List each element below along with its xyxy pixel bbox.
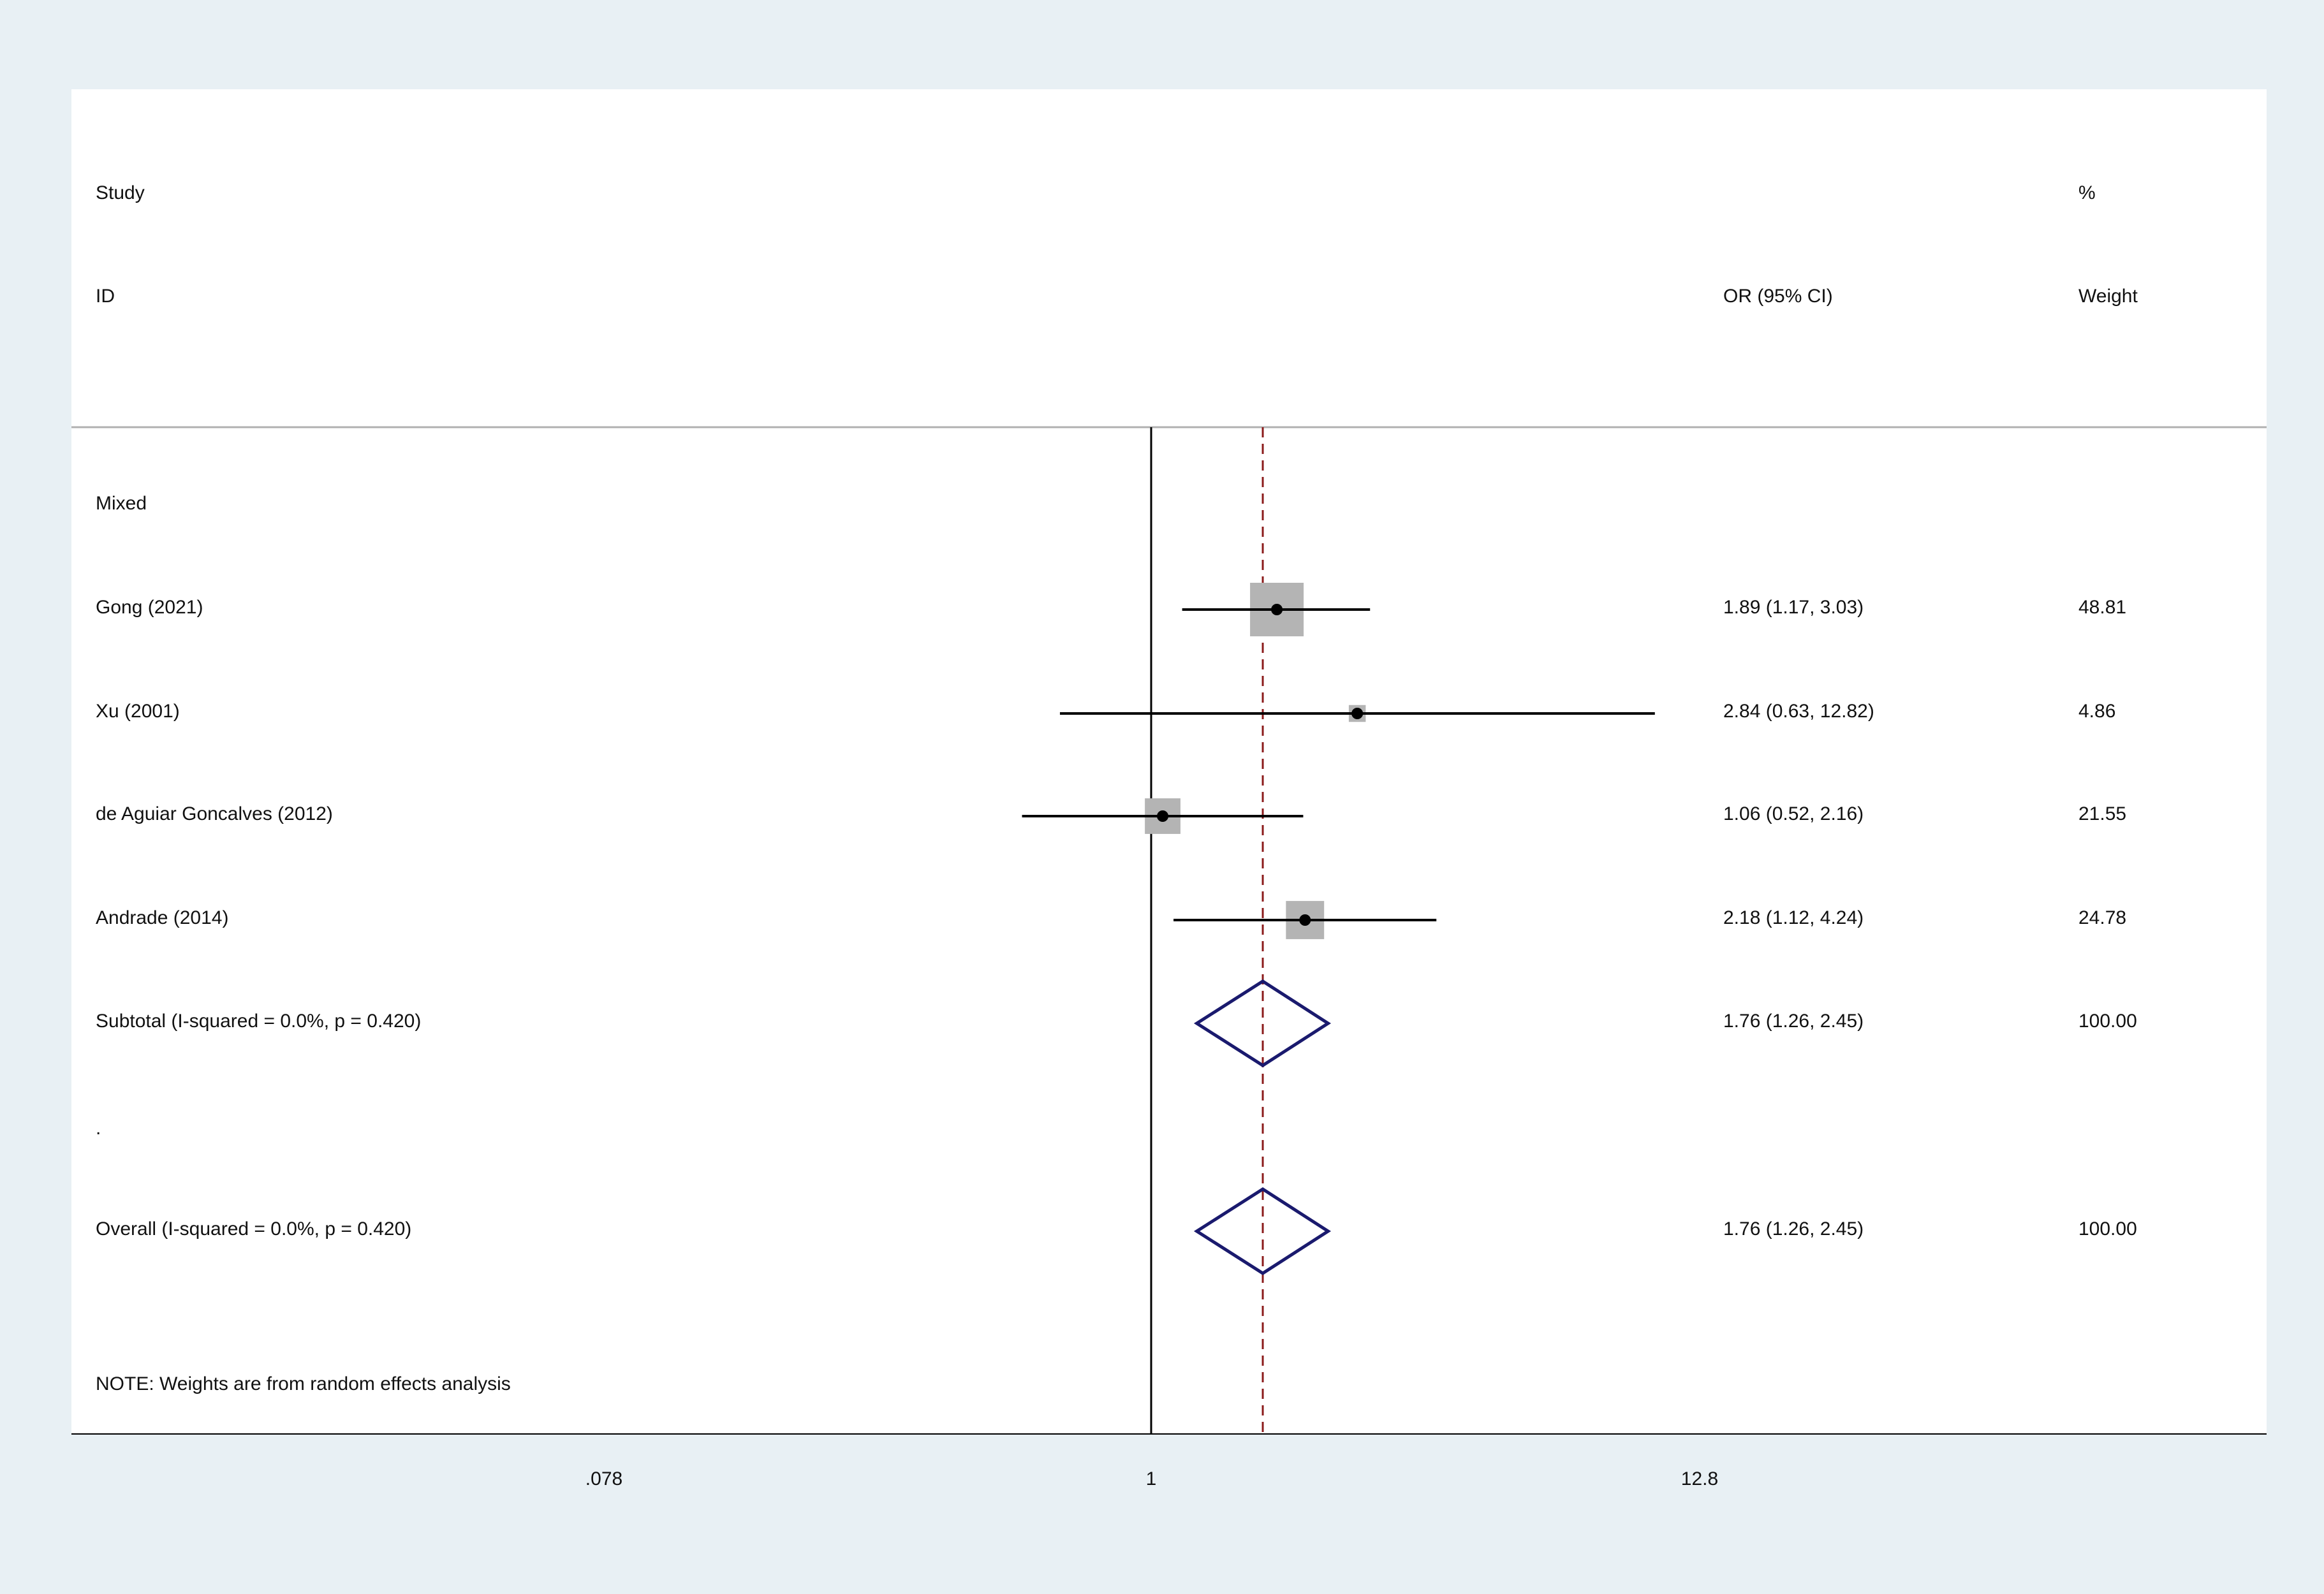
study-weight: 24.78 xyxy=(2078,907,2127,928)
point-estimate xyxy=(1299,914,1311,926)
x-tick-label: 1 xyxy=(1145,1468,1157,1489)
x-tick-label: 12.8 xyxy=(1680,1468,1719,1489)
overall-diamond xyxy=(1193,1187,1332,1275)
point-estimate xyxy=(1351,708,1364,719)
header-id: ID xyxy=(96,286,115,307)
study-or-ci: 2.18 (1.12, 4.24) xyxy=(1723,907,1864,928)
study-id: Gong (2021) xyxy=(96,597,203,618)
note: NOTE: Weights are from random effects an… xyxy=(96,1373,511,1394)
study-or-ci: 1.89 (1.17, 3.03) xyxy=(1723,597,1864,618)
header-or-ci: OR (95% CI) xyxy=(1723,286,1833,307)
subtotal-diamond xyxy=(1193,979,1332,1067)
study-id: de Aguiar Goncalves (2012) xyxy=(96,803,333,824)
point-estimate xyxy=(1271,604,1283,615)
study-or-ci: 2.84 (0.63, 12.82) xyxy=(1723,701,1874,722)
point-estimate xyxy=(1157,810,1169,822)
forest-plot-panel: Study ID OR (95% CI) % Weight Mixed Gong… xyxy=(71,89,2267,1489)
subtotal-label: Subtotal (I-squared = 0.0%, p = 0.420) xyxy=(96,1011,422,1032)
study-weight: 21.55 xyxy=(2078,803,2127,824)
study-or-ci: 1.06 (0.52, 2.16) xyxy=(1723,803,1864,824)
study-id: Andrade (2014) xyxy=(96,907,229,928)
header-percent: % xyxy=(2078,182,2096,203)
header-study: Study xyxy=(96,182,145,203)
x-tick-label: .078 xyxy=(585,1468,623,1489)
overall-label: Overall (I-squared = 0.0%, p = 0.420) xyxy=(96,1218,412,1239)
subgroup-label: Mixed xyxy=(96,493,147,514)
study-id: Xu (2001) xyxy=(96,701,180,722)
forest-plot xyxy=(71,426,2267,1435)
overall-or-ci: 1.76 (1.26, 2.45) xyxy=(1723,1218,1864,1239)
overall-weight: 100.00 xyxy=(2078,1218,2137,1239)
subtotal-or-ci: 1.76 (1.26, 2.45) xyxy=(1723,1011,1864,1032)
study-weight: 4.86 xyxy=(2078,701,2116,722)
subtotal-weight: 100.00 xyxy=(2078,1011,2137,1032)
header-weight: Weight xyxy=(2078,286,2138,307)
study-weight: 48.81 xyxy=(2078,597,2127,618)
spacer-label: . xyxy=(96,1118,101,1139)
